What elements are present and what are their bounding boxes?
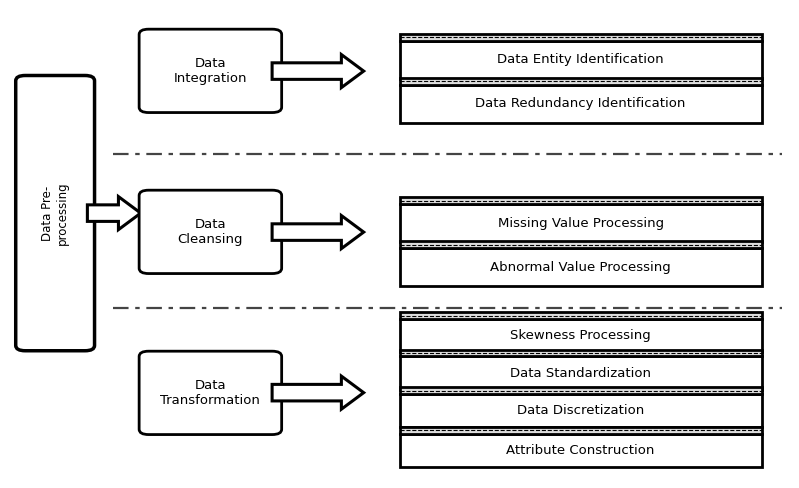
FancyBboxPatch shape — [139, 29, 282, 113]
Bar — [400, 350, 761, 356]
Bar — [400, 204, 761, 242]
Bar — [400, 427, 761, 434]
Bar — [400, 356, 761, 389]
Text: Data Discretization: Data Discretization — [517, 404, 644, 417]
Text: Missing Value Processing: Missing Value Processing — [498, 217, 664, 229]
FancyBboxPatch shape — [139, 351, 282, 434]
Text: Skewness Processing: Skewness Processing — [511, 329, 651, 342]
Polygon shape — [87, 197, 141, 230]
Bar — [400, 41, 761, 79]
Bar — [400, 78, 761, 85]
Text: Data Entity Identification: Data Entity Identification — [497, 53, 664, 66]
FancyBboxPatch shape — [16, 76, 94, 351]
Bar — [400, 34, 761, 41]
Bar — [400, 434, 761, 467]
Bar — [400, 312, 761, 319]
Bar — [400, 241, 761, 248]
Bar — [400, 197, 761, 204]
Text: Attribute Construction: Attribute Construction — [507, 444, 655, 457]
Text: Data Standardization: Data Standardization — [510, 366, 651, 380]
Text: Data
Integration: Data Integration — [173, 57, 247, 85]
Polygon shape — [272, 216, 364, 248]
Polygon shape — [272, 376, 364, 409]
Polygon shape — [272, 55, 364, 88]
Text: Data
Cleansing: Data Cleansing — [177, 218, 243, 246]
Bar — [400, 387, 761, 394]
Bar — [400, 85, 761, 122]
Bar — [400, 248, 761, 286]
Text: Data Pre-
processing: Data Pre- processing — [41, 182, 70, 245]
FancyBboxPatch shape — [139, 190, 282, 274]
Text: Data Redundancy Identification: Data Redundancy Identification — [475, 98, 686, 110]
Bar — [400, 319, 761, 352]
Text: Abnormal Value Processing: Abnormal Value Processing — [491, 261, 671, 274]
Bar — [400, 394, 761, 427]
Text: Data
Transformation: Data Transformation — [161, 379, 260, 407]
